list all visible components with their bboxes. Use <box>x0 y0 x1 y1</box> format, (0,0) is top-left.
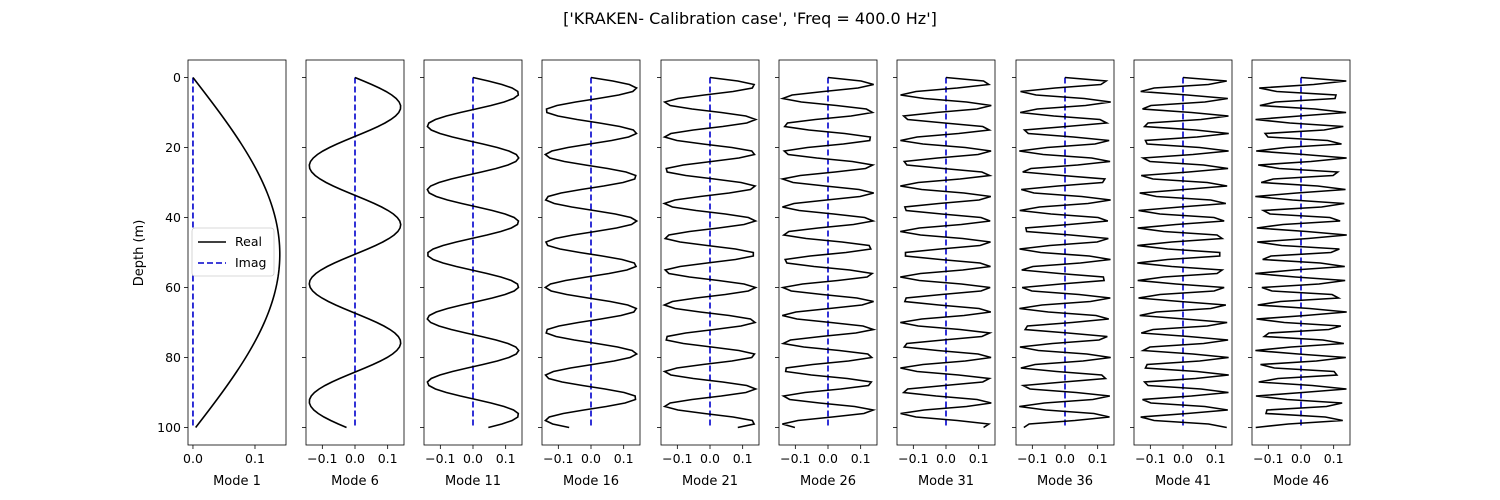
y-tick-label: 40 <box>165 210 181 225</box>
x-tick-label: 0.0 <box>818 451 838 466</box>
x-tick-label: 0.0 <box>1291 451 1311 466</box>
real-series-line <box>192 77 281 428</box>
x-tick-label: 0.1 <box>245 451 265 466</box>
x-tick-label: 0.1 <box>969 451 989 466</box>
x-tick-label: 0.0 <box>183 451 203 466</box>
x-tick-label: −0.1 <box>1017 451 1047 466</box>
x-tick-label: −0.1 <box>543 451 573 466</box>
x-tick-label: 0.0 <box>463 451 483 466</box>
real-series-line <box>1255 76 1347 429</box>
x-tick-label: 0.1 <box>378 451 398 466</box>
x-tick-label: −0.1 <box>1253 451 1283 466</box>
real-series-line <box>1137 76 1229 429</box>
panel-mode-21: −0.1 0.0 0.1 Mode 21 <box>657 59 760 489</box>
x-tick-label: 0.0 <box>700 451 720 466</box>
real-series-line <box>426 76 520 429</box>
real-series-line <box>779 76 877 429</box>
x-tick-label: 0.1 <box>733 451 753 466</box>
panel-mode-41: −0.1 0.0 0.1 Mode 41 <box>1130 59 1233 489</box>
legend: Real Imag <box>191 227 275 277</box>
figure-title: ['KRAKEN- Calibration case', 'Freq = 400… <box>563 9 937 28</box>
panel-mode-1: 0 20 40 60 80 100 0.0 0.1 Mode 1 <box>157 59 287 489</box>
x-tick-label: 0.1 <box>1206 451 1226 466</box>
x-axis-label: Mode 6 <box>331 474 379 489</box>
x-tick-label: 0.1 <box>614 451 634 466</box>
panel-mode-36: −0.1 0.0 0.1 Mode 36 <box>1012 59 1115 489</box>
x-axis-label: Mode 36 <box>1037 474 1093 489</box>
x-tick-label: −0.1 <box>898 451 928 466</box>
panel-mode-11: −0.1 0.0 0.1 Mode 11 <box>420 59 523 489</box>
y-tick-label: 80 <box>165 350 181 365</box>
x-tick-label: −0.1 <box>662 451 692 466</box>
panel-mode-46: −0.1 0.0 0.1 Mode 46 <box>1248 59 1351 489</box>
real-series-line <box>308 76 402 429</box>
x-axis-label: Mode 16 <box>563 474 619 489</box>
axes-frame <box>187 59 287 446</box>
panel-mode-26: −0.1 0.0 0.1 Mode 26 <box>775 59 878 489</box>
x-tick-label: −0.1 <box>1135 451 1165 466</box>
legend-real-label: Real <box>235 234 262 249</box>
real-series-line <box>662 76 759 429</box>
x-axis-label: Mode 46 <box>1273 474 1329 489</box>
x-axis-label: Mode 41 <box>1155 474 1211 489</box>
real-series-line <box>1019 76 1111 429</box>
x-tick-label: 0.0 <box>345 451 365 466</box>
x-axis-label: Mode 11 <box>445 474 501 489</box>
x-axis-label: Mode 21 <box>682 474 738 489</box>
x-tick-label: −0.1 <box>780 451 810 466</box>
x-tick-label: 0.1 <box>1088 451 1108 466</box>
x-axis-label: Mode 1 <box>213 474 261 489</box>
x-tick-label: 0.0 <box>1173 451 1193 466</box>
x-axis-label: Mode 26 <box>800 474 856 489</box>
y-tick-label: 60 <box>165 280 181 295</box>
x-tick-label: −0.1 <box>307 451 337 466</box>
legend-box <box>191 227 275 277</box>
y-tick-label: 100 <box>157 420 181 435</box>
x-tick-label: −0.1 <box>425 451 455 466</box>
panel-mode-6: −0.1 0.0 0.1 Mode 6 <box>302 59 405 489</box>
y-tick-label: 0 <box>173 70 181 85</box>
panels-group: 0 20 40 60 80 100 0.0 0.1 Mode 1 −0.1 0.0 0.1 Mode 6… <box>157 59 1351 489</box>
y-axis-label: Depth (m) <box>132 220 147 287</box>
x-tick-label: 0.1 <box>496 451 516 466</box>
panel-mode-31: −0.1 0.0 0.1 Mode 31 <box>893 59 996 489</box>
x-axis-label: Mode 31 <box>918 474 974 489</box>
legend-imag-label: Imag <box>235 255 266 270</box>
x-tick-label: 0.0 <box>1055 451 1075 466</box>
x-tick-label: 0.0 <box>581 451 601 466</box>
x-tick-label: 0.1 <box>1324 451 1344 466</box>
panel-mode-16: −0.1 0.0 0.1 Mode 16 <box>538 59 641 489</box>
x-tick-label: 0.1 <box>851 451 871 466</box>
y-tick-label: 20 <box>165 140 181 155</box>
x-tick-label: 0.0 <box>936 451 956 466</box>
real-series-line <box>543 76 639 429</box>
real-series-line <box>900 76 993 429</box>
